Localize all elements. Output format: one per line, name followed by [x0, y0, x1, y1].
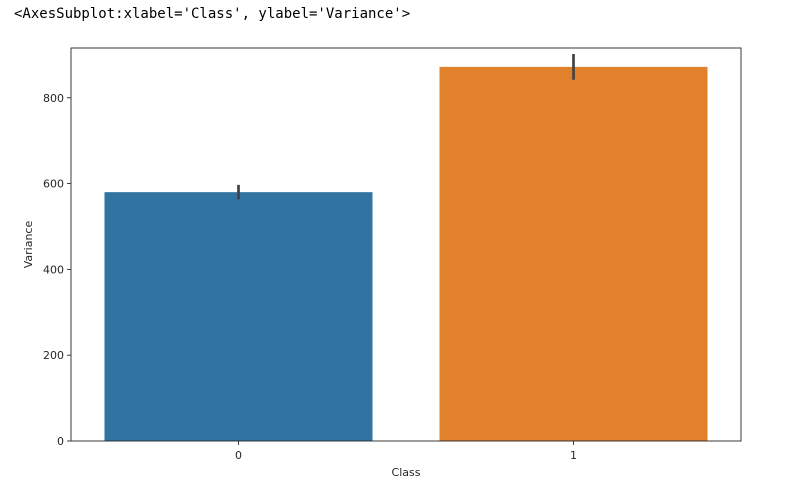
x-axis-label: Class: [392, 466, 421, 479]
y-axis-label: Variance: [22, 221, 35, 269]
x-tick-label: 0: [235, 449, 242, 462]
bar-class-1: [439, 66, 708, 441]
axes-frame: [70, 47, 742, 442]
bars-group: [104, 66, 708, 441]
y-ticks-group: 0 200 400 600 800: [43, 92, 71, 448]
y-tick-label: 800: [43, 92, 64, 105]
error-bars-group: [237, 54, 575, 200]
output-repr-text: <AxesSubplot:xlabel='Class', ylabel='Var…: [14, 6, 411, 22]
y-tick-label: 200: [43, 349, 64, 362]
y-tick-label: 600: [43, 178, 64, 191]
bar-class-0: [104, 192, 373, 441]
y-tick-label: 400: [43, 263, 64, 276]
y-tick-label: 0: [57, 435, 64, 448]
x-tick-label: 1: [570, 449, 577, 462]
